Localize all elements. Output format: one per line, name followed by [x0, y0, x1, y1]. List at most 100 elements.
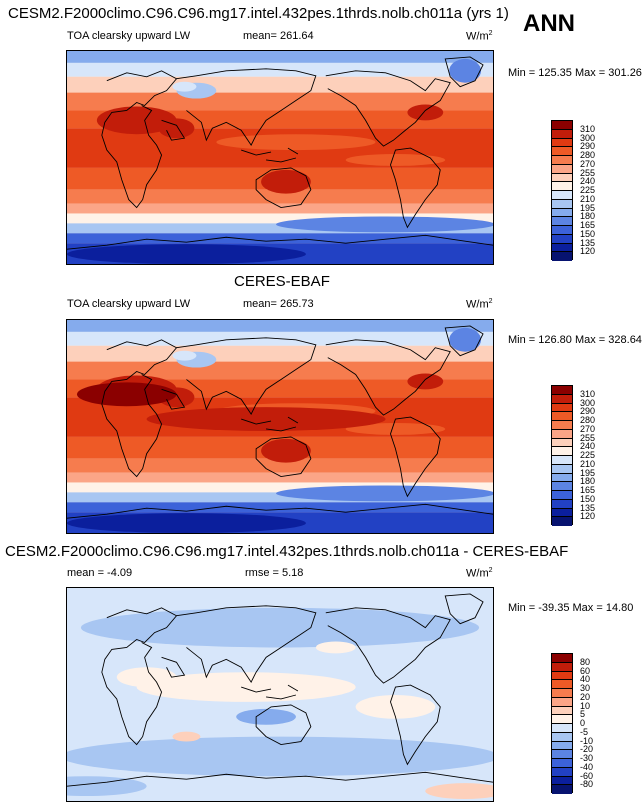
coastline — [255, 436, 312, 477]
field-band — [67, 458, 493, 473]
colorbar-tick-label: 255 — [580, 432, 596, 443]
colorbar-swatch — [552, 750, 572, 759]
field-region — [172, 81, 197, 92]
field-band — [67, 76, 493, 93]
field-region — [315, 641, 356, 654]
colorbar-swatch — [552, 164, 572, 174]
colorbar-tick-label: 225 — [580, 450, 596, 460]
colorbar-tick-label: 240 — [580, 176, 596, 187]
colorbar-swatch — [552, 421, 572, 430]
colorbar-swatch — [552, 741, 572, 751]
coastline — [101, 70, 178, 209]
colorbar-swatch — [552, 138, 572, 148]
colorbar-swatch — [552, 403, 572, 413]
coastline — [161, 337, 317, 416]
colorbar-swatch — [552, 724, 572, 733]
coastline — [67, 234, 493, 250]
coastline — [161, 68, 317, 147]
field-band — [67, 233, 493, 244]
colorbar-tick-label: 120 — [580, 246, 596, 257]
coastline — [241, 147, 299, 163]
colorbar-tick-label: -80 — [580, 779, 594, 790]
colorbar-tick-label: 210 — [580, 458, 596, 469]
colorbar-tick-label: 20 — [580, 691, 591, 702]
colorbar-tick-label: 80 — [580, 656, 591, 667]
coastline — [101, 607, 178, 746]
field-plot — [67, 320, 493, 533]
field-region — [136, 672, 356, 702]
colorbar-tick-label: 5 — [580, 709, 586, 720]
colorbar-swatch — [552, 680, 572, 689]
panel2-units-sup: 2 — [488, 298, 493, 305]
field-region — [67, 513, 306, 533]
colorbar-tick-label: 165 — [580, 220, 596, 230]
field-region — [76, 382, 177, 407]
panel3-colorbar — [551, 653, 573, 794]
panel2-units: W/m2 — [466, 298, 493, 311]
colorbar-swatch — [552, 776, 572, 786]
colorbar-swatch — [552, 147, 572, 156]
colorbar-swatch — [552, 499, 572, 509]
field-band — [67, 345, 493, 362]
field-band — [67, 213, 493, 224]
panel1-minmax: Min = 125.35 Max = 301.26 — [508, 67, 642, 79]
panel1-units-text: W/m — [466, 30, 489, 43]
colorbar-swatch — [552, 438, 572, 448]
panel3-rmse: rmse = 5.18 — [245, 567, 304, 579]
colorbar-swatch — [552, 386, 572, 395]
colorbar-tick-label: 270 — [580, 423, 596, 434]
colorbar-swatch — [552, 412, 572, 421]
colorbar-swatch — [552, 671, 572, 681]
panel3-title: CESM2.F2000climo.C96.C96.mg17.intel.432p… — [5, 543, 569, 560]
field-region — [261, 169, 311, 194]
colorbar-tick-label: 290 — [580, 406, 596, 417]
colorbar-tick-label: 135 — [580, 502, 596, 513]
panel3-units-text: W/m — [466, 567, 489, 580]
colorbar-tick-label: 30 — [580, 683, 591, 693]
colorbar-tick-label: 40 — [580, 674, 591, 685]
colorbar-tick-label: 195 — [580, 467, 596, 478]
coastline — [444, 56, 484, 88]
field-region — [146, 407, 386, 431]
colorbar-tick-label: -40 — [580, 761, 594, 772]
colorbar-swatch — [552, 456, 572, 465]
panel3-map — [66, 587, 494, 802]
field-band — [67, 51, 493, 63]
field-region — [172, 731, 201, 742]
panel2-mean: mean= 265.73 — [243, 298, 314, 310]
colorbar-swatch — [552, 491, 572, 500]
colorbar-tick-label: 280 — [580, 150, 596, 160]
colorbar-swatch — [552, 785, 572, 794]
colorbar-swatch — [552, 689, 572, 698]
field-region — [96, 106, 177, 135]
field-plot — [67, 51, 493, 264]
colorbar-swatch — [552, 715, 572, 724]
colorbar-tick-label: -30 — [580, 753, 594, 763]
coastline — [161, 605, 317, 684]
colorbar-swatch — [552, 767, 572, 777]
colorbar-swatch — [552, 234, 572, 244]
field-band — [67, 492, 493, 503]
field-band — [67, 502, 493, 513]
colorbar-swatch — [552, 654, 572, 663]
colorbar-swatch — [552, 226, 572, 235]
panel1-variable: TOA clearsky upward LW — [67, 30, 191, 42]
colorbar-tick-label: 180 — [580, 211, 596, 222]
colorbar-tick-label: 280 — [580, 415, 596, 425]
colorbar-tick-label: -60 — [580, 770, 594, 781]
colorbar-tick-label: 300 — [580, 132, 596, 143]
colorbar-swatch — [552, 429, 572, 439]
colorbar-tick-label: 150 — [580, 228, 596, 239]
colorbar-swatch — [552, 173, 572, 183]
coastline — [325, 607, 451, 684]
field-region — [80, 607, 480, 648]
colorbar-tick-label: 60 — [580, 665, 591, 676]
field-band — [67, 320, 493, 332]
colorbar-swatch — [552, 508, 572, 518]
panel1-colorbar — [551, 120, 573, 261]
coastline — [390, 147, 441, 229]
colorbar-swatch — [552, 121, 572, 130]
field-region — [67, 776, 147, 797]
coastline — [241, 416, 299, 432]
colorbar-tick-label: 150 — [580, 493, 596, 504]
